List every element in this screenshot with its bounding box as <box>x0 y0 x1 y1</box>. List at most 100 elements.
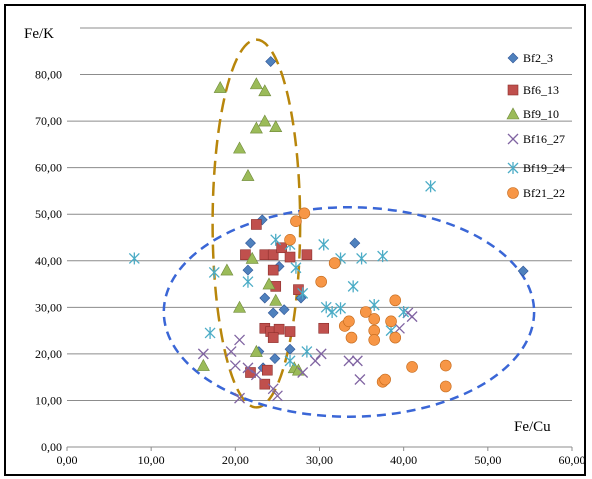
y-tick-label: 60,00 <box>35 161 62 175</box>
data-point <box>350 238 360 248</box>
data-point <box>518 266 528 276</box>
data-point <box>357 252 367 264</box>
x-tick-label: 10,00 <box>138 453 165 467</box>
data-point <box>380 374 391 385</box>
data-point <box>407 361 418 372</box>
data-point <box>268 265 278 275</box>
data-point <box>440 360 451 371</box>
data-point <box>316 276 327 287</box>
data-point <box>285 234 296 245</box>
legend-label: Bf9_10 <box>523 107 559 121</box>
gridlines <box>67 28 572 447</box>
data-point <box>230 361 240 371</box>
data-point <box>394 323 404 333</box>
data-point <box>336 302 346 314</box>
data-point <box>390 332 401 343</box>
data-point <box>299 208 310 219</box>
data-point <box>243 265 253 275</box>
data-point <box>329 258 340 269</box>
x-tick-label: 30,00 <box>306 453 333 467</box>
legend: Bf2_3 Bf6_13 Bf9_10 Bf16_27 Bf19_24 Bf21_22 <box>507 51 565 200</box>
legend-marker <box>508 134 518 144</box>
data-point <box>386 316 397 327</box>
y-tick-label: 80,00 <box>35 68 62 82</box>
data-point <box>234 142 246 153</box>
data-point <box>129 252 139 264</box>
data-point <box>197 360 209 371</box>
x-axis-title: Fe/Cu <box>514 419 551 435</box>
data-point <box>310 356 320 366</box>
legend-label: Bf19_24 <box>523 161 565 175</box>
data-point <box>270 354 280 364</box>
data-point <box>369 334 380 345</box>
data-point <box>355 374 365 384</box>
data-point <box>260 293 270 303</box>
legend-item: Bf16_27 <box>508 132 565 146</box>
legend-marker <box>507 108 519 119</box>
legend-marker <box>508 188 519 199</box>
data-point <box>348 280 358 292</box>
data-point <box>209 266 219 278</box>
x-tick-label: 20,00 <box>222 453 249 467</box>
y-tick-label: 0,00 <box>41 440 62 454</box>
data-point <box>243 276 253 288</box>
data-point <box>369 313 380 324</box>
data-point <box>378 250 388 262</box>
y-tick-labels: 0,00 10,00 20,00 30,00 40,00 50,00 60,00 70,00 8… <box>35 68 62 454</box>
legend-label: Bf21_22 <box>523 186 565 200</box>
x-tick-label: 0,00 <box>57 453 78 467</box>
series-Bf16_27 <box>198 308 417 403</box>
legend-item: Bf2_3 <box>508 51 553 65</box>
data-point <box>327 306 337 318</box>
data-point <box>205 327 215 339</box>
dashed-ellipse-lower <box>164 207 534 417</box>
data-point <box>440 381 451 392</box>
y-tick-label: 50,00 <box>35 207 62 221</box>
data-point <box>262 365 272 375</box>
y-tick-label: 30,00 <box>35 300 62 314</box>
legend-item: Bf6_13 <box>508 83 559 97</box>
legend-item: Bf9_10 <box>507 107 559 121</box>
x-tick-label: 60,00 <box>559 453 586 467</box>
x-tick-label: 40,00 <box>390 453 417 467</box>
data-point <box>242 170 254 181</box>
data-point <box>221 264 233 275</box>
data-point <box>270 294 282 305</box>
data-point <box>285 252 295 262</box>
data-point <box>319 323 329 333</box>
data-point <box>302 346 312 358</box>
x-tick-label: 50,00 <box>474 453 501 467</box>
data-point <box>270 121 282 132</box>
legend-marker <box>508 53 518 63</box>
data-point <box>277 243 287 253</box>
data-point <box>214 82 226 93</box>
data-point <box>290 216 301 227</box>
legend-item: Bf21_22 <box>508 186 566 200</box>
data-point <box>245 238 255 248</box>
data-point <box>250 78 262 89</box>
data-point <box>285 327 295 337</box>
data-point <box>343 316 354 327</box>
data-point <box>390 295 401 306</box>
data-point <box>302 250 312 260</box>
x-tick-labels: 0,00 10,00 20,00 30,00 40,00 50,00 60,00 <box>57 447 586 467</box>
y-tick-label: 70,00 <box>35 114 62 128</box>
data-point <box>426 180 436 192</box>
data-point <box>279 305 289 315</box>
data-point <box>251 219 261 229</box>
legend-label: Bf6_13 <box>523 83 559 97</box>
y-tick-label: 10,00 <box>35 393 62 407</box>
data-point <box>346 332 357 343</box>
data-point <box>268 308 278 318</box>
data-point <box>352 356 362 366</box>
data-point <box>344 356 354 366</box>
y-tick-label: 20,00 <box>35 347 62 361</box>
data-point <box>271 234 281 246</box>
data-point <box>319 238 329 250</box>
data-point <box>268 333 278 343</box>
data-points <box>129 57 528 404</box>
y-axis-title: Fe/K <box>24 26 54 42</box>
legend-label: Bf16_27 <box>523 132 565 146</box>
y-tick-label: 40,00 <box>35 254 62 268</box>
